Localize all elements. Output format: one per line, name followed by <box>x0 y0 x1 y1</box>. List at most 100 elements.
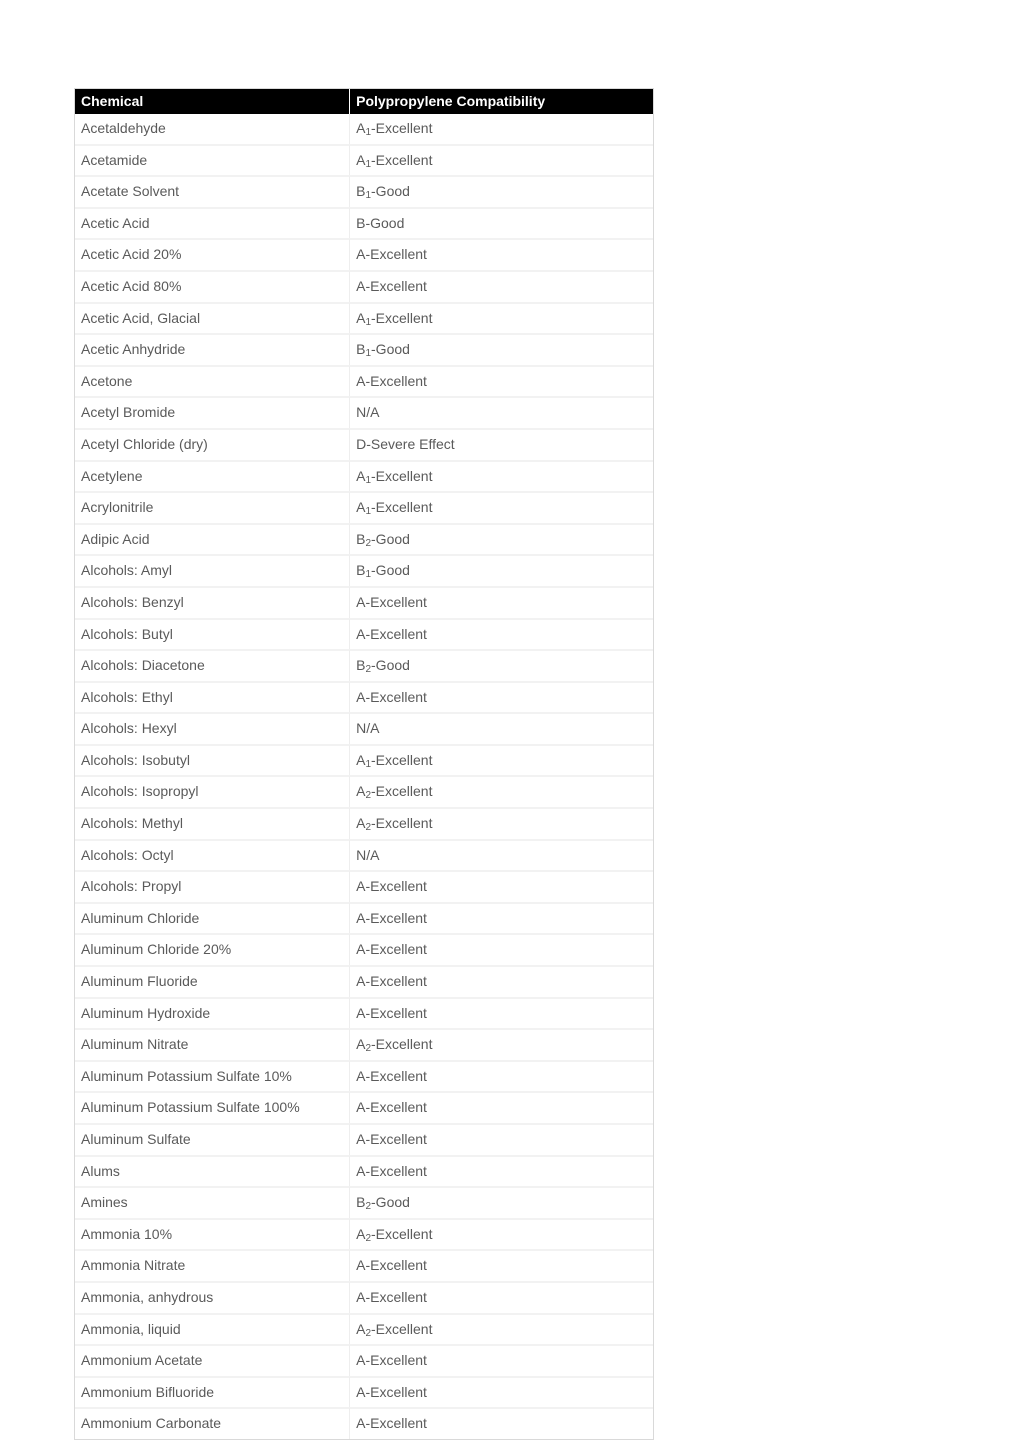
table-row: Alcohols: BenzylA-Excellent <box>75 586 653 618</box>
compatibility-cell: A-Excellent <box>350 1091 653 1123</box>
rating-subscript: 2 <box>365 664 371 675</box>
table-row: Aluminum FluorideA-Excellent <box>75 965 653 997</box>
rating-suffix: -Excellent <box>365 910 426 926</box>
rating-suffix: -Excellent <box>365 941 426 957</box>
table-row: Ammonium CarbonateA-Excellent <box>75 1407 653 1439</box>
chemical-cell: Alcohols: Propyl <box>75 870 350 902</box>
table-row: Ammonium AcetateA-Excellent <box>75 1344 653 1376</box>
rating-suffix: -Good <box>371 341 410 357</box>
rating-subscript: 1 <box>365 190 371 201</box>
table-row: Acetate SolventB1-Good <box>75 175 653 207</box>
rating-suffix: -Excellent <box>371 499 432 515</box>
chemical-cell: Acetic Acid 80% <box>75 270 350 302</box>
rating-suffix: -Excellent <box>371 815 432 831</box>
rating-code: N/A <box>356 720 379 736</box>
chemical-cell: Acetylene <box>75 460 350 492</box>
table-row: Aluminum Potassium Sulfate 10%A-Excellen… <box>75 1060 653 1092</box>
chemical-cell: Alcohols: Ethyl <box>75 681 350 713</box>
table-row: AcetoneA-Excellent <box>75 365 653 397</box>
rating-suffix: -Severe Effect <box>366 436 454 452</box>
rating-suffix: -Excellent <box>371 120 432 136</box>
table-row: Alcohols: EthylA-Excellent <box>75 681 653 713</box>
rating-suffix: -Excellent <box>365 1384 426 1400</box>
chemical-cell: Amines <box>75 1186 350 1218</box>
rating-suffix: -Excellent <box>365 1068 426 1084</box>
rating-suffix: -Excellent <box>371 310 432 326</box>
rating-suffix: -Excellent <box>365 246 426 262</box>
rating-suffix: -Excellent <box>365 373 426 389</box>
chemical-cell: Aluminum Potassium Sulfate 100% <box>75 1091 350 1123</box>
chemical-cell: Acetyl Chloride (dry) <box>75 428 350 460</box>
rating-suffix: -Good <box>371 562 410 578</box>
compatibility-cell: A2-Excellent <box>350 775 653 807</box>
table-row: Acetic AcidB-Good <box>75 207 653 239</box>
rating-subscript: 1 <box>365 348 371 359</box>
compatibility-cell: A-Excellent <box>350 1376 653 1408</box>
chemical-cell: Aluminum Potassium Sulfate 10% <box>75 1060 350 1092</box>
compatibility-cell: D-Severe Effect <box>350 428 653 460</box>
compatibility-table: Chemical Polypropylene Compatibility Ace… <box>74 88 654 1440</box>
rating-suffix: -Excellent <box>365 1163 426 1179</box>
table-row: Alcohols: PropylA-Excellent <box>75 870 653 902</box>
table-row: Alcohols: ButylA-Excellent <box>75 618 653 650</box>
rating-subscript: 1 <box>365 569 371 580</box>
chemical-cell: Aluminum Fluoride <box>75 965 350 997</box>
rating-suffix: -Excellent <box>365 1289 426 1305</box>
page-container: Chemical Polypropylene Compatibility Ace… <box>0 0 1020 1440</box>
table-body: AcetaldehydeA1-ExcellentAcetamideA1-Exce… <box>75 114 653 1439</box>
compatibility-cell: A-Excellent <box>350 1123 653 1155</box>
chemical-cell: Alums <box>75 1155 350 1187</box>
table-row: AcetyleneA1-Excellent <box>75 460 653 492</box>
compatibility-cell: A-Excellent <box>350 933 653 965</box>
rating-suffix: -Good <box>365 215 404 231</box>
table-row: Aluminum Potassium Sulfate 100%A-Excelle… <box>75 1091 653 1123</box>
rating-code: N/A <box>356 404 379 420</box>
table-row: Alcohols: IsobutylA1-Excellent <box>75 744 653 776</box>
table-row: Ammonia NitrateA-Excellent <box>75 1249 653 1281</box>
compatibility-cell: A1-Excellent <box>350 302 653 334</box>
rating-code: N/A <box>356 847 379 863</box>
rating-subscript: 2 <box>365 1201 371 1212</box>
compatibility-cell: A2-Excellent <box>350 1028 653 1060</box>
chemical-cell: Aluminum Chloride <box>75 902 350 934</box>
column-header-compatibility: Polypropylene Compatibility <box>350 89 653 114</box>
compatibility-cell: B1-Good <box>350 333 653 365</box>
chemical-cell: Alcohols: Octyl <box>75 839 350 871</box>
chemical-cell: Alcohols: Diacetone <box>75 649 350 681</box>
rating-code: D <box>356 436 366 452</box>
rating-suffix: -Excellent <box>365 1131 426 1147</box>
rating-suffix: -Excellent <box>365 1352 426 1368</box>
compatibility-cell: A-Excellent <box>350 365 653 397</box>
chemical-cell: Alcohols: Hexyl <box>75 712 350 744</box>
rating-suffix: -Good <box>371 531 410 547</box>
table-row: Alcohols: AmylB1-Good <box>75 554 653 586</box>
rating-suffix: -Excellent <box>371 783 432 799</box>
compatibility-cell: A-Excellent <box>350 1155 653 1187</box>
table-row: AlumsA-Excellent <box>75 1155 653 1187</box>
compatibility-cell: N/A <box>350 839 653 871</box>
compatibility-cell: A-Excellent <box>350 586 653 618</box>
table-row: AminesB2-Good <box>75 1186 653 1218</box>
table-row: Alcohols: Octyl N/A <box>75 839 653 871</box>
rating-suffix: -Excellent <box>365 1415 426 1431</box>
compatibility-cell: A-Excellent <box>350 997 653 1029</box>
table-row: Ammonia, anhydrousA-Excellent <box>75 1281 653 1313</box>
table-row: Acetic AnhydrideB1-Good <box>75 333 653 365</box>
rating-subscript: 2 <box>365 538 371 549</box>
compatibility-cell: A1-Excellent <box>350 491 653 523</box>
rating-suffix: -Excellent <box>365 594 426 610</box>
chemical-cell: Alcohols: Isobutyl <box>75 744 350 776</box>
table-row: Alcohols: DiacetoneB2-Good <box>75 649 653 681</box>
rating-code: A <box>356 1415 365 1431</box>
rating-suffix: -Excellent <box>365 1099 426 1115</box>
rating-suffix: -Good <box>371 183 410 199</box>
chemical-cell: Alcohols: Methyl <box>75 807 350 839</box>
chemical-cell: Acetamide <box>75 144 350 176</box>
rating-suffix: -Excellent <box>371 1226 432 1242</box>
table-row: AcrylonitrileA1-Excellent <box>75 491 653 523</box>
compatibility-cell: A-Excellent <box>350 965 653 997</box>
compatibility-cell: A-Excellent <box>350 870 653 902</box>
rating-suffix: -Excellent <box>371 152 432 168</box>
compatibility-cell: A-Excellent <box>350 1249 653 1281</box>
chemical-cell: Acetaldehyde <box>75 114 350 144</box>
